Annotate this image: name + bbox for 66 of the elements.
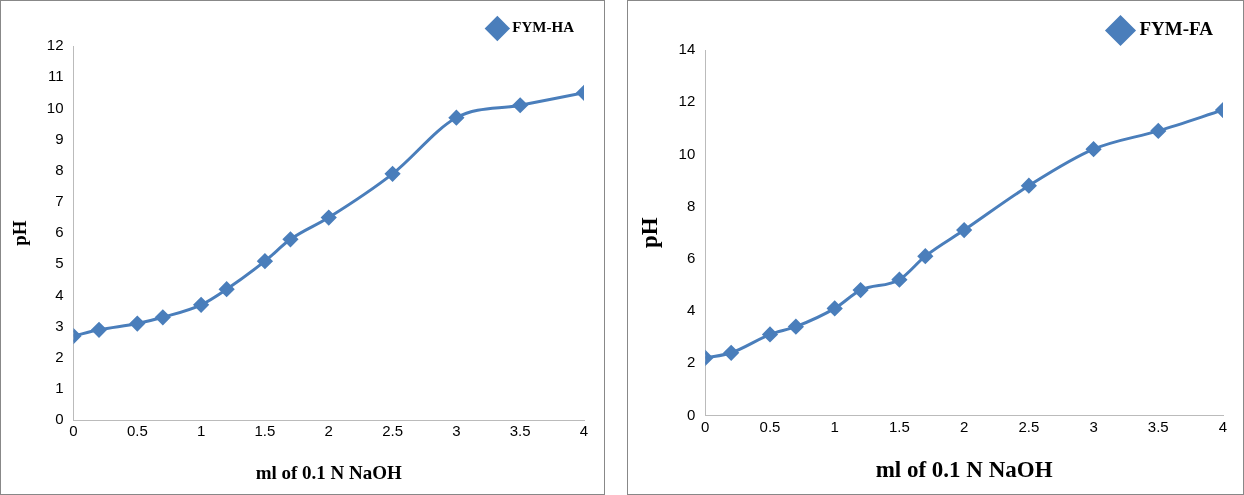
x-tick-label: 2.5	[382, 422, 403, 440]
x-tick-label: 1	[830, 417, 839, 435]
x-tick-label: 3.5	[509, 422, 531, 440]
y-tick-label: 14	[678, 40, 696, 58]
point	[723, 345, 739, 361]
y-tick-label: 4	[55, 285, 64, 303]
y-tick-label: 4	[686, 301, 696, 319]
y-tick-label: 8	[55, 160, 64, 178]
x-tick-label: 3.5	[1147, 417, 1169, 435]
x-tick-label: 0	[701, 417, 710, 435]
x-tick-label: 2	[324, 422, 333, 440]
x-tick-label: 3	[1089, 417, 1098, 435]
x-tick-label: 3	[452, 422, 461, 440]
point	[853, 282, 869, 298]
x-tick-label: 4	[579, 422, 589, 440]
y-tick-label: 5	[55, 254, 64, 272]
point	[512, 97, 528, 113]
x-tick-label: 1.5	[889, 417, 910, 435]
x-tick-label: 1.5	[254, 422, 276, 440]
point	[155, 309, 171, 325]
y-tick-label: 7	[55, 192, 64, 210]
point	[1086, 141, 1102, 157]
point	[788, 319, 804, 335]
point	[129, 316, 145, 332]
point	[956, 222, 972, 238]
point	[219, 281, 235, 297]
x-tick-label: 0	[69, 422, 78, 440]
y-tick-label: 3	[55, 316, 64, 334]
legend-label: FYM-HA	[512, 19, 575, 36]
y-tick-label: 2	[686, 353, 696, 371]
point	[891, 272, 907, 288]
x-axis-title: ml of 0.1 N NaOH	[255, 461, 403, 483]
point	[1150, 123, 1166, 139]
y-axis-title: pH	[9, 220, 31, 246]
point	[1021, 178, 1037, 194]
y-tick-label: 0	[686, 405, 696, 423]
point	[257, 253, 273, 269]
x-tick-label: 1	[196, 422, 206, 440]
x-tick-label: 2	[959, 417, 969, 435]
x-tick-label: 2.5	[1018, 417, 1040, 435]
point	[193, 297, 209, 313]
y-axis-title: pH	[636, 217, 662, 249]
point	[91, 322, 107, 338]
x-tick-label: 0.5	[759, 417, 781, 435]
y-tick-label: 8	[686, 196, 696, 214]
y-tick-label: 10	[46, 98, 64, 116]
y-tick-label: 11	[47, 67, 64, 85]
y-tick-label: 2	[55, 347, 64, 365]
x-tick-label: 4	[1218, 417, 1228, 435]
y-tick-label: 12	[46, 36, 64, 54]
point	[385, 166, 401, 182]
y-tick-label: 9	[55, 129, 64, 147]
y-tick-label: 10	[678, 144, 696, 162]
y-tick-label: 1	[55, 379, 64, 397]
point	[917, 248, 933, 264]
point	[321, 210, 337, 226]
point	[762, 326, 778, 342]
point	[448, 110, 464, 126]
y-tick-label: 6	[686, 248, 696, 266]
point	[282, 231, 298, 247]
legend-label: FYM-FA	[1139, 18, 1214, 40]
point	[827, 300, 843, 316]
x-axis-title: ml of 0.1 N NaOH	[875, 457, 1053, 483]
y-tick-label: 12	[678, 92, 696, 110]
x-tick-label: 0.5	[126, 422, 148, 440]
y-tick-label: 6	[55, 223, 64, 241]
